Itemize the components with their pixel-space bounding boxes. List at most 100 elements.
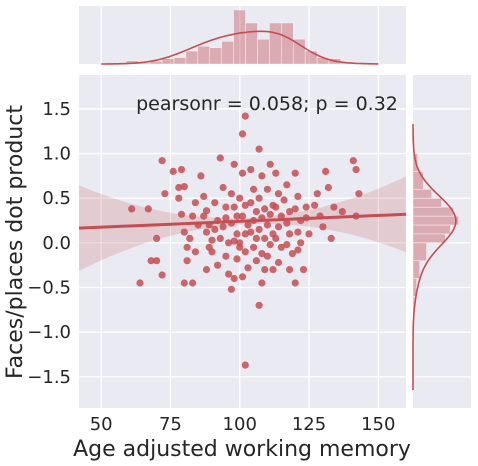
scatter-point: [233, 255, 241, 263]
scatter-point: [197, 172, 205, 180]
scatter-point: [255, 301, 263, 309]
regression-fit-line: [78, 212, 407, 230]
scatter-point: [313, 190, 321, 198]
scatter-point: [299, 266, 308, 274]
scatter-point: [330, 203, 338, 211]
scatter-point: [258, 250, 266, 258]
scatter-point: [238, 212, 247, 220]
scatter-point: [263, 252, 271, 260]
scatter-point: [244, 221, 252, 229]
right-histogram-bar: [412, 242, 427, 261]
scatter-point: [180, 228, 188, 236]
scatter-point: [225, 239, 233, 247]
scatter-point: [222, 252, 230, 260]
scatter-point: [202, 228, 211, 236]
scatter-point: [266, 160, 274, 168]
scatter-point: [280, 196, 288, 204]
scatter-point: [227, 285, 235, 293]
scatter-point: [277, 243, 285, 251]
y-tick-label: −0.5: [27, 277, 71, 298]
y-tick-label: −1.0: [27, 322, 71, 343]
top-histogram-bar: [304, 50, 318, 65]
scatter-point: [230, 274, 238, 283]
scatter-point: [175, 194, 183, 202]
y-tick-label: 1.5: [42, 99, 71, 120]
scatter-point: [261, 205, 269, 213]
y-tick-labels: −1.5 −1.0 −0.5 0.0 0.5 1.0 1.5: [27, 99, 71, 388]
scatter-point: [272, 234, 280, 242]
x-tick-label: 50: [90, 414, 113, 435]
scatter-point: [247, 199, 255, 207]
scatter-point: [274, 258, 283, 267]
scatter-point: [211, 199, 219, 207]
x-tick-label: 125: [292, 414, 326, 435]
x-tick-label: 150: [361, 414, 395, 435]
scatter-point: [233, 212, 241, 220]
top-marginal-kde: [101, 30, 379, 65]
scatter-point: [274, 190, 283, 198]
scatter-point: [263, 185, 271, 193]
top-histogram-bar: [209, 47, 222, 65]
scatter-point: [291, 279, 299, 287]
scatter-point: [269, 266, 277, 274]
scatter-point: [153, 257, 161, 265]
scatter-point: [183, 243, 191, 251]
scatter-point: [258, 172, 266, 180]
right-marginal-area: [413, 75, 471, 408]
scatter-point: [158, 157, 166, 165]
scatter-point: [191, 248, 199, 256]
scatter-point: [261, 234, 269, 242]
scatter-point: [233, 230, 241, 238]
right-histogram-bar: [412, 233, 446, 244]
top-histogram-bar: [257, 38, 270, 65]
scatter-point: [208, 248, 216, 256]
top-histogram-bar: [245, 22, 258, 65]
scatter-point: [241, 248, 249, 256]
scatter-point: [230, 237, 238, 245]
right-histogram-bar: [412, 206, 454, 217]
scatter-point: [283, 219, 291, 227]
scatter-point: [277, 212, 285, 220]
y-tick-label: 0.0: [42, 233, 71, 254]
scatter-point: [211, 225, 219, 233]
top-histogram-bar: [293, 38, 306, 65]
scatter-point: [219, 183, 227, 192]
scatter-point: [252, 234, 260, 242]
right-marginal-histogram: [412, 117, 459, 377]
scatter-point: [225, 270, 233, 278]
scatter-point: [258, 279, 266, 287]
scatter-point: [274, 223, 283, 231]
scatter-point: [175, 183, 183, 192]
scatter-point: [158, 271, 166, 279]
top-histogram-bar: [173, 57, 187, 65]
top-histogram-bar: [281, 22, 294, 65]
scatter-point: [230, 160, 238, 168]
scatter-point: [216, 234, 224, 242]
right-histogram-bar: [412, 198, 442, 208]
scatter-point: [161, 190, 169, 198]
scatter-point: [288, 250, 296, 258]
scatter-point: [252, 257, 260, 265]
scatter-point: [186, 234, 194, 242]
right-histogram-bar: [412, 260, 420, 279]
top-histogram-bar: [161, 58, 175, 65]
scatter-point: [216, 154, 224, 162]
scatter-point: [327, 234, 335, 242]
scatter-point: [177, 166, 186, 174]
scatter-point: [147, 257, 155, 265]
scatter-point: [272, 203, 280, 211]
scatter-point: [144, 205, 152, 213]
y-tick-label: −1.5: [27, 367, 71, 388]
scatter-point: [255, 225, 263, 233]
regression-line: [78, 212, 407, 230]
scatter-point: [322, 167, 330, 175]
x-tick-label: 75: [159, 414, 182, 435]
right-marginal-kde: [412, 124, 457, 391]
scatter-point: [180, 279, 188, 287]
scatter-point: [266, 210, 274, 218]
scatter-point: [238, 130, 247, 138]
scatter-point: [236, 239, 244, 247]
top-marginal-histogram: [125, 9, 353, 65]
scatter-point: [200, 212, 208, 220]
scatter-point: [324, 183, 332, 192]
